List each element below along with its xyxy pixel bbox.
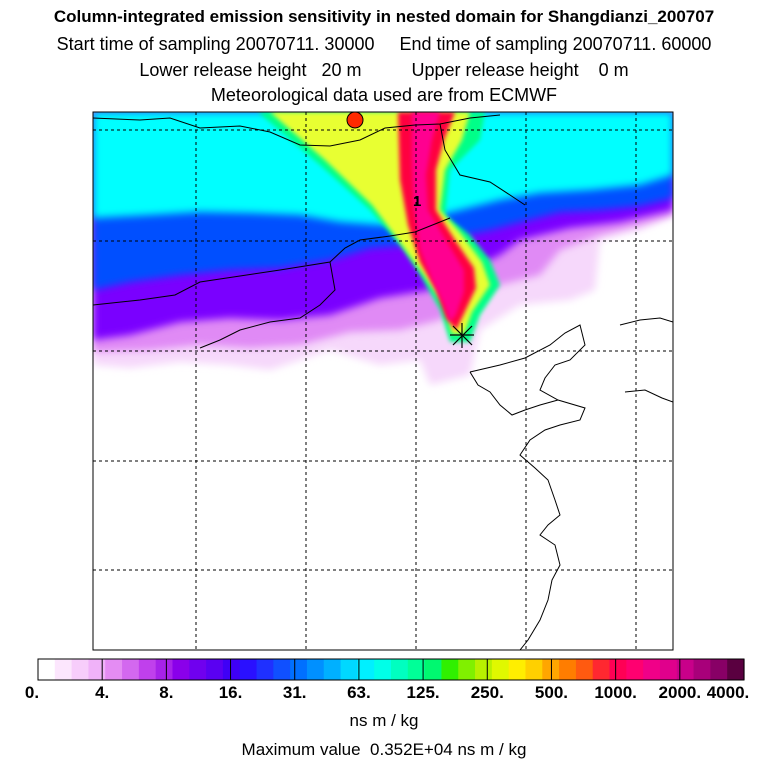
receptor-label: 1 [413, 193, 421, 210]
colorbar-tick-label: 4000. [706, 683, 750, 702]
coastline [93, 114, 673, 650]
colorbar-cell [105, 659, 123, 680]
colorbar-cell [54, 659, 73, 680]
colorbar-tick-label: 2000. [658, 683, 702, 702]
colorbar-cell [693, 659, 711, 680]
colorbar-frame [37, 658, 745, 681]
plot-title: Column-integrated emission sensitivity i… [53, 7, 715, 26]
colorbar-cell [340, 659, 358, 680]
colorbar-units: ns m / kg [349, 711, 419, 730]
colorbar-cell [306, 659, 325, 680]
colorbar-cell [525, 659, 543, 680]
peak-value-marker [346, 112, 364, 129]
colorbar-tick-label: 0. [24, 683, 40, 702]
colorbar-cell [155, 659, 174, 680]
colorbar-cell [609, 659, 627, 680]
colorbar-cell [441, 659, 459, 680]
colorbar-cell [710, 659, 728, 680]
colorbar-cell [239, 659, 258, 680]
colorbar-cell [88, 659, 106, 680]
colorbar-cell [643, 659, 661, 680]
colorbar-cell [391, 659, 409, 680]
colorbar-tick-label: 4. [95, 683, 110, 702]
colorbar-tick-label: 125. [406, 683, 440, 702]
colorbar-cell [256, 659, 274, 680]
colorbar-cell [407, 659, 426, 680]
colorbar-tick-label: 8. [159, 683, 174, 702]
colorbar-cell [189, 659, 207, 680]
lat-lon-grid [93, 112, 673, 650]
met-data-source: Meteorological data used are from ECMWF [210, 85, 558, 105]
release-heights: Lower release height 20 m Upper release … [139, 60, 629, 80]
colorbar-cell [727, 659, 745, 680]
colorbar-cell [592, 659, 611, 680]
colorbar-cell [172, 659, 190, 680]
colorbar-cell [424, 659, 443, 680]
colorbar-cell [508, 659, 527, 680]
colorbar-tick-label: 16. [218, 683, 243, 702]
colorbar-cell [138, 659, 157, 680]
colorbar-cell [206, 659, 224, 680]
colorbar-cell [575, 659, 594, 680]
colorbar-cell [71, 659, 90, 680]
colorbar-cell [374, 659, 392, 680]
colorbar-cell [475, 659, 493, 680]
colorbar-cell [458, 659, 476, 680]
colorbar-tick-label: 500. [534, 683, 568, 702]
sampling-times: Start time of sampling 20070711. 30000 E… [56, 34, 712, 54]
map-frame [92, 111, 674, 651]
field-magenta-core [412, 112, 464, 322]
colorbar-cells [38, 659, 745, 680]
maximum-value: Maximum value 0.352E+04 ns m / kg [241, 740, 527, 759]
colorbar-tick-label: 63. [347, 683, 371, 702]
colorbar-tick-label: 31. [282, 683, 307, 702]
colorbar-tick-label: 1000. [594, 683, 637, 702]
colorbar-cell [273, 659, 291, 680]
colorbar-cell [122, 659, 140, 680]
colorbar-cell [323, 659, 342, 680]
receptor-marker [450, 323, 474, 348]
colorbar-tick-label: 250. [470, 683, 504, 702]
colorbar-cell [357, 659, 375, 680]
colorbar-cell [491, 659, 510, 680]
colorbar-cell [38, 659, 56, 680]
colorbar-cell [626, 659, 644, 680]
colorbar-cell [559, 659, 577, 680]
colorbar-cell [290, 659, 308, 680]
colorbar-cell [222, 659, 241, 680]
colorbar-cell [676, 659, 695, 680]
colorbar-cell [659, 659, 678, 680]
